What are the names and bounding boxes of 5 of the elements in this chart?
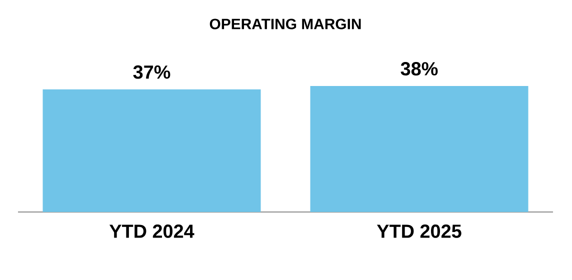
x-tick-label: YTD 2025	[376, 224, 462, 238]
data-label: 38%	[400, 62, 438, 76]
chart-title: OPERATING MARGIN	[210, 18, 361, 30]
x-tick-label: YTD 2024	[109, 224, 194, 238]
data-label: 37%	[133, 65, 170, 79]
